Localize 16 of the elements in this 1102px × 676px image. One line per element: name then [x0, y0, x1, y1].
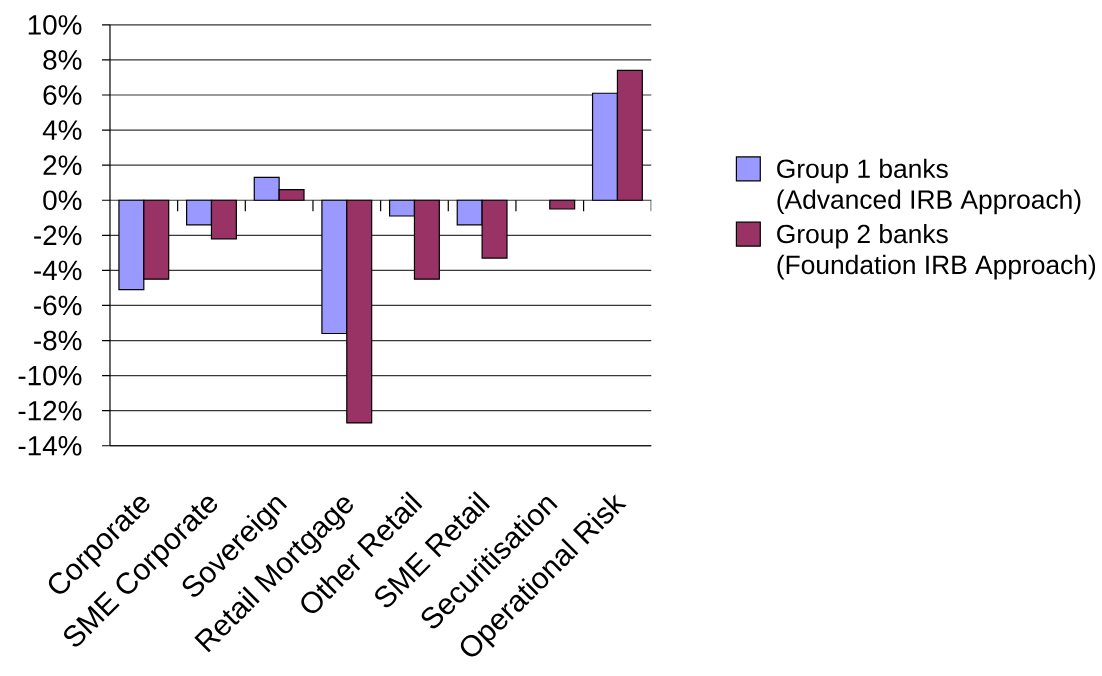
y-tick-label: -14%: [18, 436, 82, 456]
y-tick-label: 10%: [28, 15, 82, 35]
y-tick-label: -10%: [18, 365, 82, 386]
legend-label: Group 2 banks (Foundation IRB Approach): [777, 224, 1096, 280]
y-tick-label: -2%: [34, 225, 82, 246]
y-tick-label: 4%: [42, 120, 82, 141]
y-tick-label: -6%: [34, 295, 82, 316]
y-tick-label: -12%: [18, 401, 82, 421]
y-tick-label: 2%: [43, 155, 82, 176]
y-tick-label: 0%: [43, 190, 82, 211]
bar: [549, 199, 576, 210]
y-tick-label: -4%: [34, 260, 82, 281]
y-tick-label: -8%: [34, 330, 82, 351]
y-tick-label: 8%: [43, 50, 82, 71]
legend-label: Group 1 banks (Advanced IRB Approach): [777, 158, 1081, 215]
y-tick-label: 6%: [43, 85, 82, 106]
